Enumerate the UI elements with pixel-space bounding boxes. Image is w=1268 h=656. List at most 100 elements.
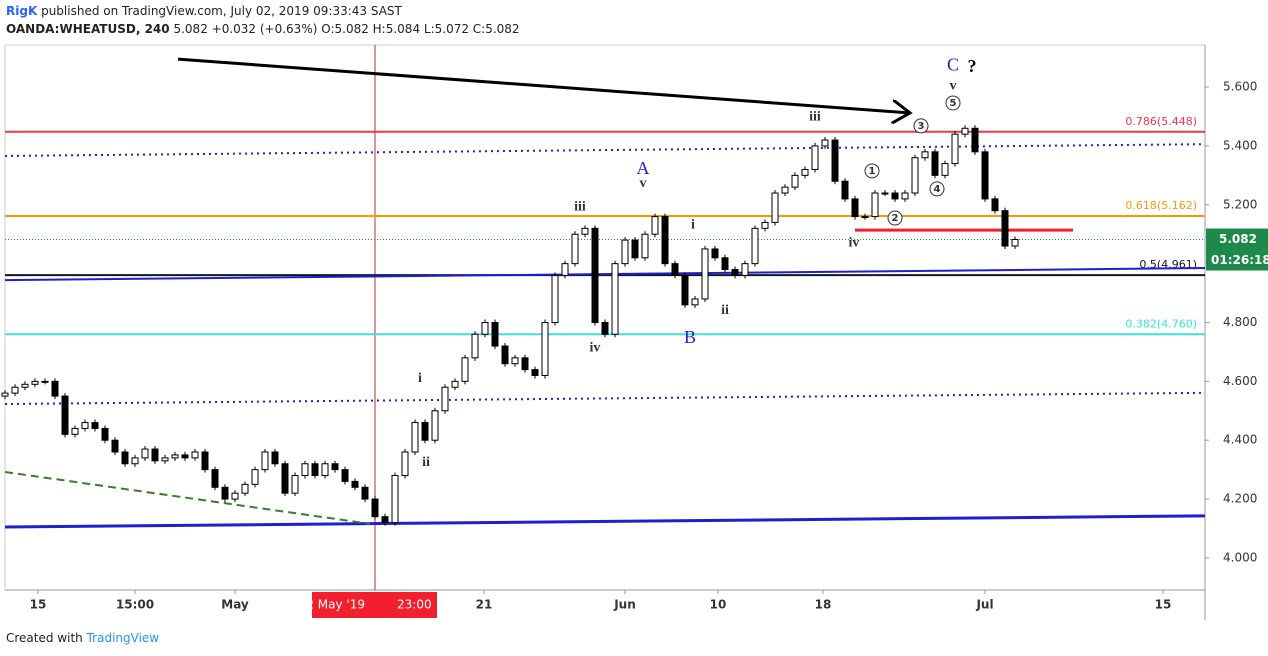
candle-body — [531, 369, 539, 376]
candle-body — [171, 454, 179, 459]
candle-body — [211, 469, 219, 488]
x-tick-label: 21 — [476, 598, 493, 612]
candle-body — [951, 133, 959, 165]
wave-label: v — [640, 176, 647, 191]
published: published on TradingView.com, July 02, 2… — [41, 4, 402, 18]
candle-body — [361, 486, 369, 500]
candle-body — [971, 127, 979, 153]
candle-body — [61, 395, 69, 435]
candle-body — [421, 422, 429, 441]
author[interactable]: RigK — [6, 4, 38, 18]
y-tick-label: 5.200 — [1223, 197, 1257, 211]
wave-label: iii — [574, 199, 586, 214]
candle-body — [571, 233, 579, 265]
candle-body — [781, 186, 789, 194]
candle-body — [111, 439, 119, 453]
wave-label: 3 — [918, 121, 925, 132]
candle-body — [251, 469, 259, 485]
candle-body — [901, 192, 909, 200]
trend-line — [4, 471, 371, 525]
candle-body — [581, 227, 589, 235]
candle-body — [391, 475, 399, 524]
candle-body — [431, 410, 439, 441]
candle-body — [341, 469, 349, 482]
candle-body — [851, 198, 859, 218]
candle-body — [541, 322, 549, 376]
candle-body — [641, 233, 649, 259]
candle-body — [71, 427, 79, 435]
x-tick-label: 15 — [1155, 598, 1172, 612]
wave-label: 2 — [892, 213, 899, 224]
symbol: OANDA:WHEATUSD, 240 — [6, 22, 170, 36]
candle-body — [991, 198, 999, 212]
candle-body — [181, 454, 189, 459]
x-tick-label: 15 — [30, 598, 47, 612]
candle-body — [471, 333, 479, 359]
wave-label: ii — [721, 303, 729, 318]
candle-body — [921, 151, 929, 159]
wave-circle — [913, 118, 929, 134]
candle-body — [31, 380, 39, 385]
candle-body — [1011, 239, 1019, 247]
candle-body — [301, 463, 309, 477]
footer-brand[interactable]: TradingView — [86, 631, 160, 645]
candle-body — [491, 322, 499, 347]
countdown-label: 01:26:18 — [1211, 253, 1268, 267]
trend-line — [4, 267, 1206, 282]
candle-body — [131, 457, 139, 465]
candle-body — [1001, 210, 1009, 247]
footer: Created with TradingView — [6, 631, 159, 645]
candle-body — [451, 380, 459, 388]
trend-line — [4, 143, 1206, 157]
candle-body — [911, 157, 919, 194]
candle-body — [671, 263, 679, 276]
quote: 5.082 +0.032 (+0.63%) O:5.082 H:5.084 L:… — [173, 22, 519, 36]
candle-body — [1, 392, 9, 397]
wave-label: A — [637, 158, 650, 178]
candle-body — [261, 451, 269, 471]
candle-body — [11, 386, 19, 394]
y-tick-label: 4.000 — [1223, 550, 1257, 564]
crosshair-label-box — [312, 592, 437, 618]
candle-body — [351, 480, 359, 488]
candle-body — [271, 451, 279, 465]
candle-body — [291, 475, 299, 494]
candle-body — [871, 192, 879, 218]
candle-body — [721, 257, 729, 271]
fib-label: 0.618(5.162) — [1125, 199, 1197, 212]
candle-body — [501, 345, 509, 365]
candle-body — [201, 451, 209, 471]
candle-body — [511, 357, 519, 365]
candle-body — [981, 151, 989, 200]
trend-line — [177, 57, 910, 113]
candle-body — [691, 298, 699, 306]
candle-body — [621, 239, 629, 265]
candle-body — [701, 248, 709, 300]
candle-body — [461, 357, 469, 382]
candle-body — [731, 269, 739, 276]
candle-body — [631, 239, 639, 259]
candle-body — [611, 263, 619, 335]
candle-body — [931, 151, 939, 176]
candle-body — [231, 492, 239, 500]
candle-body — [711, 248, 719, 259]
candle-body — [311, 463, 319, 477]
candle-body — [831, 139, 839, 182]
wave-label: v — [950, 78, 957, 93]
trend-line — [4, 514, 1206, 529]
candle-body — [521, 357, 529, 371]
candle-body — [841, 180, 849, 200]
x-tick-label: Jun — [613, 598, 636, 612]
wave-label: 4 — [934, 184, 941, 195]
candle-body — [331, 463, 339, 471]
candle-body — [91, 422, 99, 429]
candle-body — [81, 422, 89, 429]
candle-body — [601, 322, 609, 335]
candle-body — [281, 463, 289, 494]
x-tick-label: 10 — [710, 598, 727, 612]
candle-body — [151, 448, 159, 462]
wave-label: iv — [849, 235, 860, 250]
x-tick-label: May — [221, 598, 249, 612]
candle-body — [121, 451, 129, 465]
fib-label: 0.382(4.760) — [1125, 317, 1197, 330]
